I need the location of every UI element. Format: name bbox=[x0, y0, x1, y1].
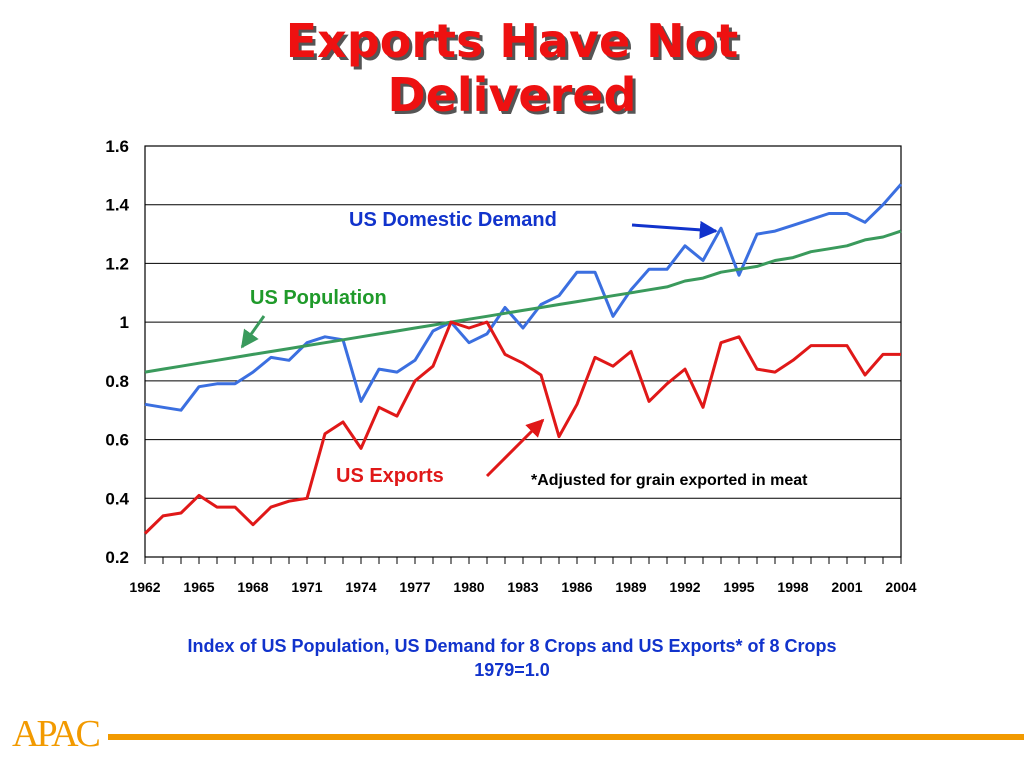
annotation-us-population: US Population bbox=[250, 287, 387, 309]
annotation-us-domestic-demand: US Domestic Demand bbox=[349, 209, 557, 231]
series-lines bbox=[143, 183, 903, 535]
x-tick-label: 1992 bbox=[669, 579, 700, 595]
apac-logo: APAC bbox=[12, 713, 101, 755]
y-tick-label: 0.2 bbox=[105, 548, 129, 567]
annotation-us-exports: US Exports bbox=[336, 465, 444, 487]
x-tick-label: 1986 bbox=[561, 579, 592, 595]
y-tick-label: 1.4 bbox=[105, 196, 129, 215]
x-tick-label: 1965 bbox=[183, 579, 214, 595]
series-us-population bbox=[144, 229, 902, 374]
slide-title: Exports Have Not Delivered bbox=[0, 14, 1024, 122]
x-tick-label: 1962 bbox=[129, 579, 160, 595]
footer-rule bbox=[108, 734, 1024, 740]
arrow-us-domestic-demand bbox=[631, 220, 718, 239]
annotations: US Domestic Demand US Population US Expo… bbox=[240, 209, 808, 489]
arrow-us-population bbox=[240, 315, 266, 349]
axes: 0.2 0.4 0.6 0.8 1 1.2 1.4 1.6 1962 1965 1968 1971 19… bbox=[105, 137, 916, 595]
annotation-footnote: *Adjusted for grain exported in meat bbox=[531, 472, 808, 489]
x-tick-label: 1989 bbox=[615, 579, 646, 595]
plot-frame bbox=[144, 145, 902, 558]
y-tick-label: 0.6 bbox=[105, 431, 129, 450]
x-tick-label: 1980 bbox=[453, 579, 484, 595]
x-tick-label: 1971 bbox=[291, 579, 322, 595]
chart-caption-line2: 1979=1.0 bbox=[474, 660, 550, 680]
chart-caption: Index of US Population, US Demand for 8 … bbox=[0, 634, 1024, 682]
x-tick-label: 1995 bbox=[723, 579, 754, 595]
x-tick-label: 1974 bbox=[345, 579, 376, 595]
x-tick-label: 1977 bbox=[399, 579, 430, 595]
slide-title-line2: Delivered bbox=[387, 68, 637, 122]
y-tick-label: 0.8 bbox=[105, 372, 129, 391]
y-tick-label: 0.4 bbox=[105, 489, 129, 508]
x-tick-label: 2001 bbox=[831, 579, 862, 595]
series-us-exports bbox=[143, 320, 901, 535]
chart-caption-line1: Index of US Population, US Demand for 8 … bbox=[187, 636, 837, 656]
x-tick-label: 1983 bbox=[507, 579, 538, 595]
y-tick-label: 1 bbox=[120, 313, 129, 332]
x-tick-label: 1998 bbox=[777, 579, 808, 595]
y-tick-label: 1.6 bbox=[105, 137, 129, 156]
arrow-us-exports bbox=[485, 418, 545, 478]
gridlines bbox=[145, 145, 901, 558]
slide-title-line1: Exports Have Not bbox=[285, 14, 739, 68]
x-tick-label: 1968 bbox=[237, 579, 268, 595]
y-tick-label: 1.2 bbox=[105, 254, 129, 273]
series-us-domestic-demand bbox=[144, 183, 903, 412]
x-tick-label: 2004 bbox=[885, 579, 916, 595]
